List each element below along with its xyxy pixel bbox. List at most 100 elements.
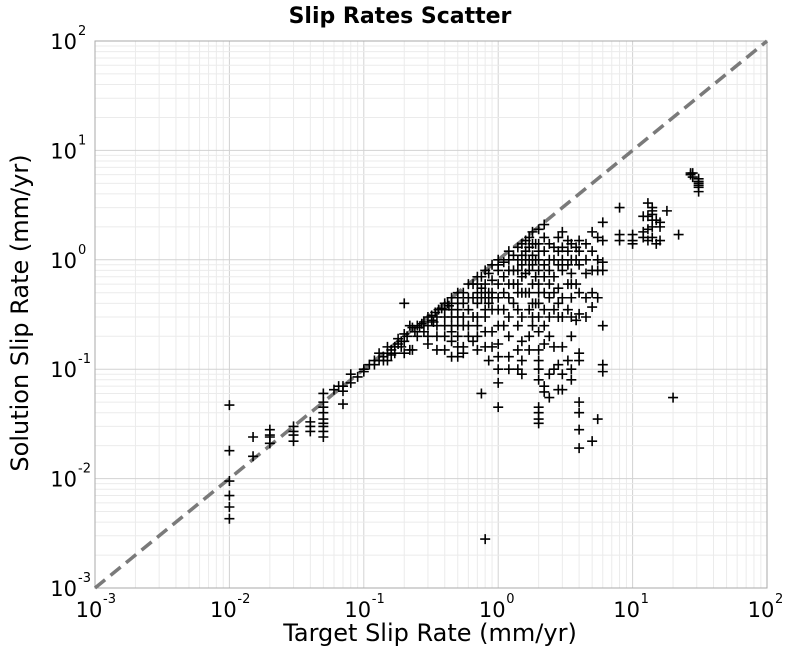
x-tick-exponent: 1 bbox=[641, 592, 649, 607]
data-point bbox=[539, 386, 550, 397]
data-point bbox=[512, 265, 523, 276]
data-point bbox=[224, 513, 235, 524]
y-tick-base: 10 bbox=[50, 139, 77, 163]
x-tick-label: 10 -3 bbox=[76, 592, 116, 622]
data-point bbox=[493, 292, 504, 303]
data-point bbox=[318, 432, 329, 443]
y-tick-exponent: 2 bbox=[78, 24, 86, 39]
data-point bbox=[592, 292, 603, 303]
data-point bbox=[566, 292, 577, 303]
y-tick-base: 10 bbox=[50, 249, 77, 273]
data-point bbox=[498, 257, 509, 268]
y-tick-label: 10 -1 bbox=[50, 352, 91, 382]
data-point bbox=[480, 279, 491, 290]
data-point bbox=[574, 407, 585, 418]
x-tick-base: 10 bbox=[748, 598, 775, 622]
data-point bbox=[512, 279, 523, 290]
data-point bbox=[562, 259, 573, 270]
data-point bbox=[288, 436, 299, 447]
data-point bbox=[642, 198, 653, 209]
data-point bbox=[597, 366, 608, 377]
data-point bbox=[468, 336, 479, 347]
data-point bbox=[544, 369, 555, 380]
data-point bbox=[512, 344, 523, 355]
data-point bbox=[592, 232, 603, 243]
data-point bbox=[487, 341, 498, 352]
data-point bbox=[544, 279, 555, 290]
data-point bbox=[483, 355, 494, 366]
data-point bbox=[553, 359, 564, 370]
data-point bbox=[655, 221, 666, 232]
data-point bbox=[527, 259, 538, 270]
data-point bbox=[399, 348, 410, 359]
y-tick-label: 10 0 bbox=[50, 243, 86, 273]
x-tick-exponent: 2 bbox=[775, 592, 783, 607]
data-point bbox=[516, 369, 527, 380]
data-point bbox=[468, 292, 479, 303]
data-point bbox=[527, 320, 538, 331]
data-point bbox=[407, 344, 418, 355]
data-point bbox=[562, 304, 573, 315]
data-point bbox=[553, 283, 564, 294]
data-point bbox=[566, 374, 577, 385]
x-tick-exponent: -2 bbox=[237, 592, 250, 607]
data-point bbox=[562, 355, 573, 366]
data-point bbox=[530, 271, 541, 282]
x-tick-label: 10 -2 bbox=[210, 592, 250, 622]
x-tick-exponent: -3 bbox=[103, 592, 116, 607]
data-point bbox=[503, 351, 514, 362]
data-point bbox=[566, 331, 577, 342]
data-point bbox=[416, 318, 427, 329]
data-point bbox=[544, 292, 555, 303]
x-tick-base: 10 bbox=[344, 598, 371, 622]
data-point bbox=[533, 374, 544, 385]
data-point bbox=[389, 348, 400, 359]
data-point bbox=[597, 235, 608, 246]
data-point bbox=[557, 341, 568, 352]
data-point bbox=[574, 355, 585, 366]
data-point bbox=[463, 331, 474, 342]
data-point bbox=[566, 268, 577, 279]
data-point bbox=[422, 320, 433, 331]
data-point bbox=[673, 229, 684, 240]
data-point bbox=[409, 326, 420, 337]
data-point bbox=[580, 268, 591, 279]
data-point bbox=[472, 344, 483, 355]
data-point bbox=[533, 254, 544, 265]
data-point bbox=[580, 292, 591, 303]
data-point bbox=[508, 298, 519, 309]
data-point bbox=[574, 235, 585, 246]
data-point bbox=[483, 268, 494, 279]
data-point bbox=[574, 443, 585, 454]
data-point bbox=[533, 298, 544, 309]
data-point bbox=[493, 351, 504, 362]
data-point bbox=[352, 371, 363, 382]
data-point bbox=[524, 287, 535, 298]
data-point bbox=[412, 331, 423, 342]
data-point bbox=[248, 451, 259, 462]
data-point bbox=[524, 232, 535, 243]
data-point bbox=[498, 304, 509, 315]
data-point bbox=[614, 202, 625, 213]
data-point bbox=[493, 265, 504, 276]
data-point bbox=[516, 336, 527, 347]
data-point bbox=[345, 377, 356, 388]
data-point bbox=[305, 426, 316, 437]
data-point bbox=[503, 364, 514, 375]
data-point bbox=[472, 298, 483, 309]
data-point bbox=[580, 312, 591, 323]
data-point bbox=[557, 254, 568, 265]
data-point bbox=[248, 432, 259, 443]
data-point bbox=[318, 388, 329, 399]
data-point bbox=[557, 265, 568, 276]
data-point bbox=[463, 320, 474, 331]
y-tick-label: 10 1 bbox=[50, 133, 86, 163]
data-point bbox=[452, 331, 463, 342]
data-point bbox=[571, 315, 582, 326]
data-point bbox=[539, 338, 550, 349]
data-point bbox=[524, 331, 535, 342]
data-point bbox=[503, 292, 514, 303]
data-point bbox=[412, 320, 423, 331]
data-point bbox=[224, 476, 235, 487]
data-point bbox=[566, 364, 577, 375]
